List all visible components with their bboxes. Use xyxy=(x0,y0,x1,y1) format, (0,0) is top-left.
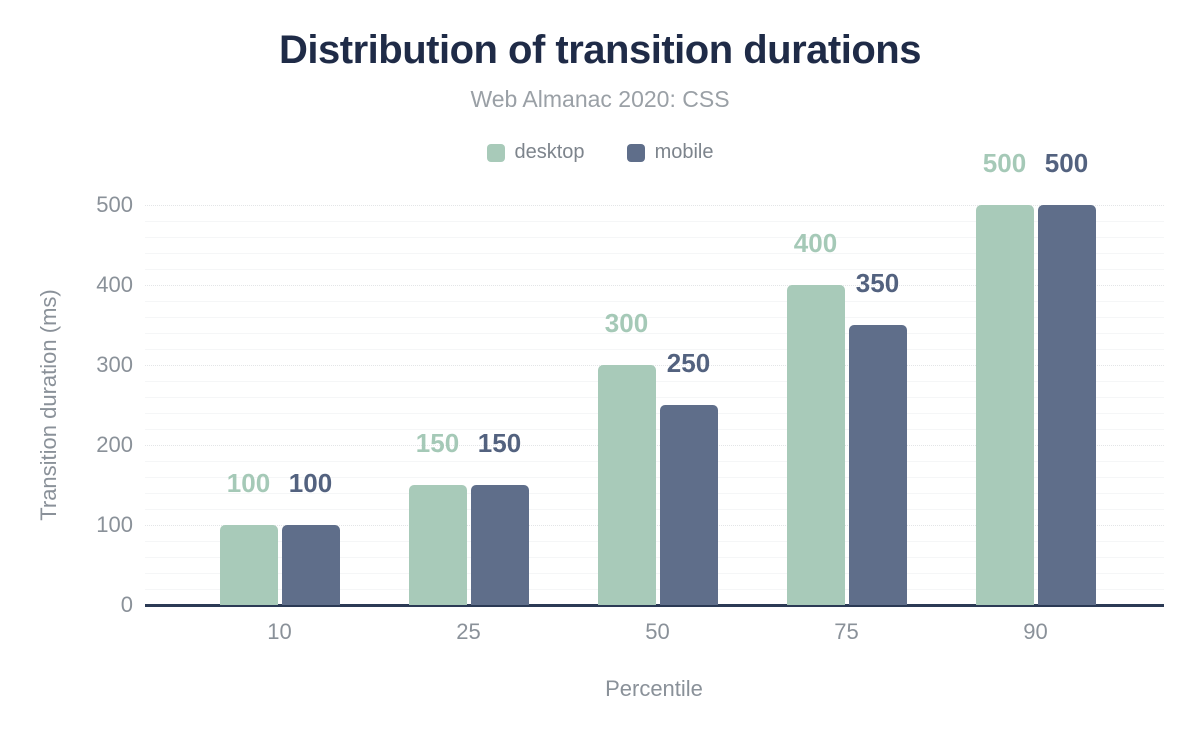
y-tick-label: 300 xyxy=(96,352,133,377)
legend-item-desktop[interactable]: desktop xyxy=(486,141,585,164)
mobile-swatch-icon xyxy=(626,143,645,162)
chart-title: Distribution of transition durations xyxy=(279,28,921,72)
mobile-value-label: 500 xyxy=(1044,148,1089,178)
minor-gridline xyxy=(145,349,1164,350)
x-tick-label: 50 xyxy=(645,619,670,644)
major-gridline xyxy=(145,205,1164,206)
desktop-bar xyxy=(219,525,278,605)
x-axis-title: Percentile xyxy=(605,676,703,701)
x-tick-label: 25 xyxy=(456,619,481,644)
legend-label-desktop: desktop xyxy=(514,141,585,163)
mobile-bar xyxy=(659,405,718,605)
mobile-bar xyxy=(281,525,340,605)
plot-area: 100 150 300 400 500 100 150 250 350 500 xyxy=(145,148,1164,607)
y-tick-label: 100 xyxy=(96,512,133,537)
minor-gridline xyxy=(145,237,1164,238)
minor-gridline xyxy=(145,333,1164,334)
desktop-value-label: 400 xyxy=(793,228,838,258)
mobile-bar xyxy=(470,485,529,605)
mobile-bar xyxy=(848,325,907,605)
chart-subtitle: Web Almanac 2020: CSS xyxy=(470,86,730,112)
y-tick-label: 0 xyxy=(120,592,133,617)
mobile-value-label: 150 xyxy=(477,428,522,458)
desktop-value-label: 100 xyxy=(226,468,271,498)
minor-gridline xyxy=(145,221,1164,222)
y-tick-label: 500 xyxy=(96,192,133,217)
desktop-value-label: 500 xyxy=(982,148,1027,178)
mobile-value-label: 100 xyxy=(288,468,333,498)
y-tick-label: 200 xyxy=(96,432,133,457)
major-gridline xyxy=(145,285,1164,286)
desktop-bar xyxy=(975,205,1034,605)
minor-gridline xyxy=(145,253,1164,254)
desktop-value-label: 150 xyxy=(415,428,460,458)
x-tick-label: 75 xyxy=(834,619,859,644)
minor-gridline xyxy=(145,317,1164,318)
legend-item-mobile[interactable]: mobile xyxy=(626,141,714,164)
x-tick-label: 10 xyxy=(267,619,292,644)
legend-label-mobile: mobile xyxy=(654,141,714,163)
desktop-value-label: 300 xyxy=(604,308,649,338)
y-tick-label: 400 xyxy=(96,272,133,297)
x-tick-label: 90 xyxy=(1023,619,1048,644)
desktop-bar xyxy=(786,285,845,605)
x-axis-line xyxy=(145,604,1164,607)
y-axis-title: Transition duration (ms) xyxy=(36,289,61,521)
desktop-bar xyxy=(408,485,467,605)
desktop-bar xyxy=(597,365,656,605)
minor-gridline xyxy=(145,301,1164,302)
desktop-swatch-icon xyxy=(486,143,505,162)
minor-gridline xyxy=(145,269,1164,270)
legend: desktop mobile xyxy=(0,141,1200,164)
mobile-bar xyxy=(1037,205,1096,605)
mobile-value-label: 250 xyxy=(666,348,711,378)
mobile-value-label: 350 xyxy=(855,268,900,298)
